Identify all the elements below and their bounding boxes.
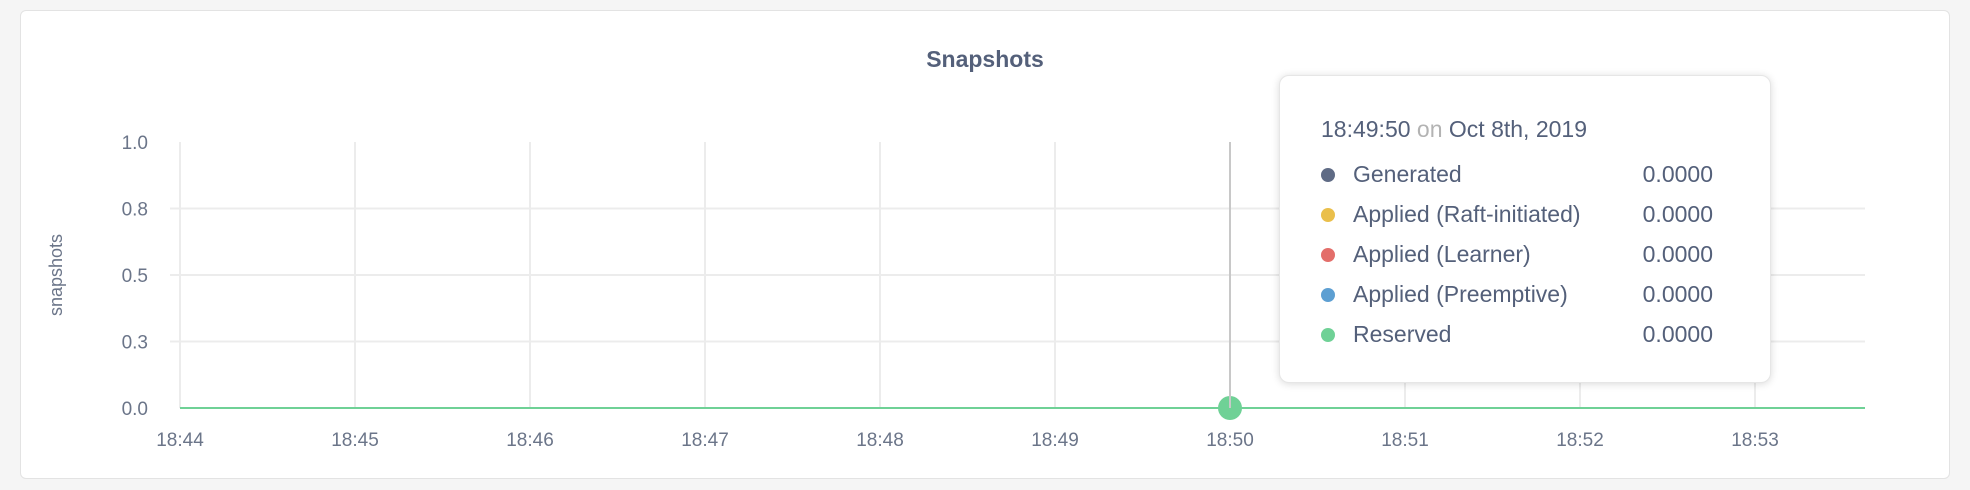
x-tick-label: 18:48 bbox=[856, 430, 904, 451]
x-tick-label: 18:49 bbox=[1031, 430, 1079, 451]
x-tick-label: 18:45 bbox=[331, 430, 379, 451]
tooltip-series-value: 0.0000 bbox=[1642, 161, 1713, 187]
tooltip-series-label: Generated bbox=[1353, 161, 1462, 187]
x-tick-label: 18:52 bbox=[1556, 430, 1604, 451]
tooltip-row: Reserved 0.0000 bbox=[1321, 316, 1731, 356]
x-tick-label: 18:44 bbox=[156, 430, 204, 451]
tooltip-date: Oct 8th, 2019 bbox=[1448, 116, 1587, 142]
tooltip-row: Applied (Preemptive) 0.0000 bbox=[1321, 276, 1731, 316]
tooltip-on: on bbox=[1416, 116, 1443, 142]
series-color-dot-icon bbox=[1321, 168, 1335, 182]
tooltip-series-value: 0.0000 bbox=[1642, 241, 1713, 267]
y-tick-label: 1.0 bbox=[122, 133, 148, 154]
series-color-dot-icon bbox=[1321, 248, 1335, 262]
tooltip-row: Generated 0.0000 bbox=[1321, 156, 1731, 196]
chart-tooltip: 18:49:50 on Oct 8th, 2019 Generated 0.000… bbox=[1279, 75, 1771, 383]
tooltip-series-label: Reserved bbox=[1353, 321, 1452, 347]
tooltip-series-label: Applied (Learner) bbox=[1353, 241, 1531, 267]
series-color-dot-icon bbox=[1321, 288, 1335, 302]
tooltip-time: 18:49:50 bbox=[1321, 116, 1411, 142]
tooltip-series-value: 0.0000 bbox=[1642, 201, 1713, 227]
y-tick-label: 0.0 bbox=[122, 399, 148, 420]
y-tick-label: 0.3 bbox=[122, 333, 148, 354]
y-tick-label: 0.8 bbox=[122, 200, 148, 221]
tooltip-row: Applied (Learner) 0.0000 bbox=[1321, 236, 1731, 276]
tooltip-series-label: Applied (Preemptive) bbox=[1353, 281, 1568, 307]
tooltip-series-label: Applied (Raft-initiated) bbox=[1353, 201, 1581, 227]
chart-title: Snapshots bbox=[926, 46, 1044, 72]
x-tick-label: 18:47 bbox=[681, 430, 729, 451]
tooltip-series-value: 0.0000 bbox=[1642, 321, 1713, 347]
series-color-dot-icon bbox=[1321, 208, 1335, 222]
y-tick-label: 0.5 bbox=[122, 266, 148, 287]
x-tick-label: 18:50 bbox=[1206, 430, 1254, 451]
tooltip-row: Applied (Raft-initiated) 0.0000 bbox=[1321, 196, 1731, 236]
x-tick-label: 18:53 bbox=[1731, 430, 1779, 451]
y-axis-label: snapshots bbox=[46, 234, 66, 316]
tooltip-series-value: 0.0000 bbox=[1642, 281, 1713, 307]
series-color-dot-icon bbox=[1321, 328, 1335, 342]
x-tick-label: 18:51 bbox=[1381, 430, 1429, 451]
tooltip-timestamp: 18:49:50 on Oct 8th, 2019 bbox=[1321, 116, 1587, 143]
x-tick-label: 18:46 bbox=[506, 430, 554, 451]
